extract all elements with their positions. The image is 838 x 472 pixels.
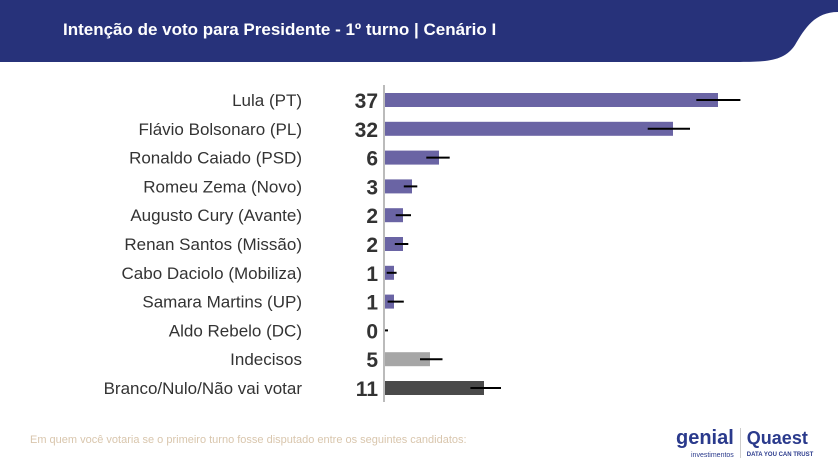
bar [385,121,673,136]
category-label: Samara Martins (UP) [142,293,302,312]
bar [385,329,388,332]
survey-question: Em quem você votaria se o primeiro turno… [30,434,467,446]
bar [385,381,484,395]
category-label: Renan Santos (Missão) [124,235,302,254]
bar [385,237,403,251]
value-label: 11 [356,378,379,401]
value-label: 2 [366,205,378,228]
bar [385,150,439,165]
value-label: 6 [366,148,378,171]
logo-divider [739,428,741,458]
category-label: Romeu Zema (Novo) [143,177,302,196]
value-label: 3 [366,176,378,199]
category-label: Augusto Cury (Avante) [130,206,302,225]
value-label: 0 [366,320,378,343]
value-label: 5 [366,349,378,372]
bar [385,352,430,367]
category-label: Lula (PT) [232,91,302,110]
chart-title: Intenção de voto para Presidente - 1º tu… [63,20,497,39]
bar [385,208,403,223]
value-label: 1 [366,292,378,315]
quaest-tagline: DATA YOU CAN TRUST [746,452,814,458]
category-label: Flávio Bolsonaro (PL) [139,120,302,139]
value-label: 1 [366,263,378,286]
category-label: Ronaldo Caiado (PSD) [129,149,302,168]
value-label: 2 [366,234,378,257]
header-banner [0,0,838,62]
bar [385,179,412,194]
bar [385,93,718,107]
category-label: Aldo Rebelo (DC) [169,321,302,340]
value-label: 32 [355,119,378,142]
logos: genial investimentos Quaest DATA YOU CAN T… [676,426,813,460]
genial-logo: genial investimentos [676,426,734,460]
value-label: 37 [355,90,378,113]
category-label: Indecisos [230,350,302,369]
quaest-wordmark: Quaest [746,428,808,448]
category-label: Cabo Daciolo (Mobiliza) [122,264,302,283]
category-label: Branco/Nulo/Não vai votar [104,379,303,398]
genial-subtitle: investimentos [691,452,734,459]
genial-wordmark: genial [676,427,734,449]
quaest-logo: Quaest DATA YOU CAN TRUST [747,426,813,460]
